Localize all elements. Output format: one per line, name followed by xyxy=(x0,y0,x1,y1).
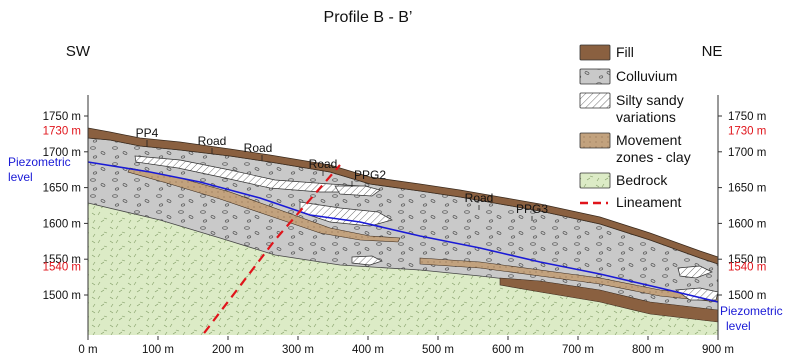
x-tick-label: 600 m xyxy=(492,344,524,356)
silty-lens-4 xyxy=(351,255,383,266)
legend-swatch-silty xyxy=(579,92,611,109)
legend-label: Fill xyxy=(616,44,634,60)
legend-label: Bedrock xyxy=(616,172,668,188)
x-axis-ticks: 0 m 100 m 200 m 300 m 400 m 500 m 600 m 700 m 80… xyxy=(78,336,734,356)
right-tick-label: 1550 m xyxy=(728,254,766,266)
right-tick-label: 1500 m xyxy=(728,290,766,302)
x-tick-label: 100 m xyxy=(142,344,174,356)
legend-swatch-colluvium xyxy=(579,68,611,85)
cross-section xyxy=(88,127,718,335)
right-tick-label: 1650 m xyxy=(728,183,766,195)
left-tick-label: 1700 m xyxy=(43,147,81,159)
piezometric-left-label-line2: level xyxy=(8,170,33,184)
site-label: PP4 xyxy=(136,126,159,140)
right-axis-ticks: 1750 m 1700 m 1650 m 1600 m 1550 m 1500 m 1730… xyxy=(718,111,766,302)
piezometric-line xyxy=(88,161,718,303)
site-label: Road xyxy=(198,134,227,148)
fill-unit xyxy=(88,127,718,265)
left-axis-ticks: 1750 m 1700 m 1650 m 1600 m 1550 m 1500 m 1730… xyxy=(43,111,88,302)
right-highlight-tick-label: 1540 m xyxy=(728,261,766,273)
site-label: PPG2 xyxy=(354,168,386,182)
x-tick-label: 800 m xyxy=(632,344,664,356)
x-tick-label: 400 m xyxy=(352,344,384,356)
left-tick-label: 1500 m xyxy=(43,290,81,302)
basal-fill-layer xyxy=(499,277,718,323)
x-tick-label: 900 m xyxy=(702,344,734,356)
x-tick-label: 500 m xyxy=(422,344,454,356)
silty-lens-5 xyxy=(677,265,713,279)
right-tick-label: 1700 m xyxy=(728,147,766,159)
left-highlight-tick-label: 1730 m xyxy=(43,125,81,137)
legend-swatch-movement xyxy=(579,132,611,149)
site-label: Road xyxy=(244,141,273,155)
left-tick-label: 1600 m xyxy=(43,218,81,230)
site-labels: PP4 Road Road Road PPG2 Road PPG3 xyxy=(136,126,548,221)
silty-lens-6 xyxy=(675,287,718,301)
legend-swatch-bedrock xyxy=(579,172,611,189)
left-tick-label: 1750 m xyxy=(43,111,81,123)
movement-zone-lower xyxy=(419,257,718,303)
lineament-line xyxy=(201,164,341,335)
site-label: Road xyxy=(465,191,494,205)
legend-label: Colluvium xyxy=(616,68,677,84)
piezometric-left-label-line1: Piezometric xyxy=(8,155,71,169)
left-tick-label: 1550 m xyxy=(43,254,81,266)
site-label: PPG3 xyxy=(516,202,548,216)
x-tick-label: 300 m xyxy=(282,344,314,356)
diagram-title: Profile B - B’ xyxy=(324,9,413,26)
legend-label: Lineament xyxy=(616,194,681,210)
site-label: Road xyxy=(309,157,338,171)
legend-label: Silty sandy xyxy=(616,92,684,108)
direction-left-label: SW xyxy=(66,43,91,60)
piezometric-right-label-line1: Piezometric xyxy=(720,304,783,318)
x-tick-label: 200 m xyxy=(212,344,244,356)
x-tick-label: 700 m xyxy=(562,344,594,356)
right-tick-label: 1750 m xyxy=(728,111,766,123)
piezometric-right-label-line2: level xyxy=(726,319,751,333)
legend-label: variations xyxy=(616,109,676,125)
legend-label: Movement xyxy=(616,132,681,148)
direction-right-label: NE xyxy=(702,43,723,60)
legend-swatch-fill xyxy=(579,44,611,61)
legend-label: zones - clay xyxy=(616,149,691,165)
x-tick-label: 0 m xyxy=(78,344,97,356)
left-highlight-tick-label: 1540 m xyxy=(43,261,81,273)
right-highlight-tick-label: 1730 m xyxy=(728,125,766,137)
left-tick-label: 1650 m xyxy=(43,183,81,195)
silty-lens-3 xyxy=(334,185,381,197)
right-tick-label: 1600 m xyxy=(728,218,766,230)
movement-zone-upper xyxy=(127,167,401,243)
